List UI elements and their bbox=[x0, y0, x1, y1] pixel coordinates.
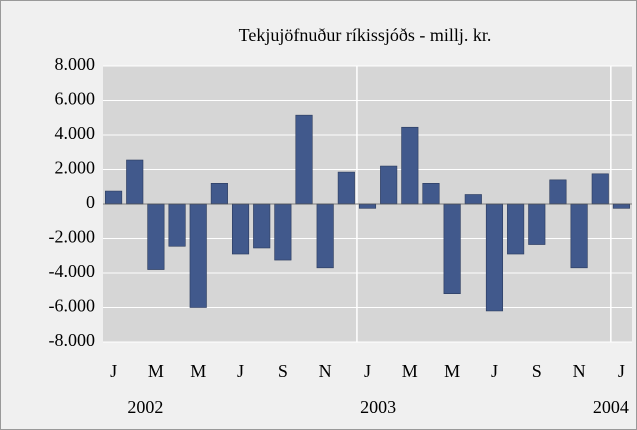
x-tick-label: M bbox=[402, 361, 418, 381]
x-tick-label: M bbox=[444, 361, 460, 381]
bar bbox=[358, 203, 377, 209]
year-label: 2003 bbox=[360, 397, 396, 417]
x-tick-label: M bbox=[148, 361, 164, 381]
x-tick-label: J bbox=[364, 361, 371, 381]
bar bbox=[549, 179, 567, 205]
year-label: 2004 bbox=[593, 397, 629, 417]
bar bbox=[612, 203, 630, 209]
chart-title: Tekjujöfnuður ríkissjóðs - millj. kr. bbox=[239, 25, 492, 45]
bar bbox=[147, 203, 165, 270]
bar bbox=[507, 203, 525, 255]
bar bbox=[485, 203, 504, 312]
y-tick-label: 4.000 bbox=[55, 123, 96, 143]
bar bbox=[443, 203, 461, 294]
bar bbox=[401, 126, 419, 205]
bar bbox=[253, 203, 271, 249]
x-tick-label: S bbox=[278, 361, 288, 381]
y-tick-label: -4.000 bbox=[49, 261, 96, 281]
y-tick-label: -8.000 bbox=[49, 330, 96, 350]
year-label: 2002 bbox=[127, 397, 163, 417]
x-tick-label: J bbox=[618, 361, 625, 381]
y-tick-label: 2.000 bbox=[55, 158, 96, 178]
x-tick-label: J bbox=[237, 361, 244, 381]
y-tick-label: 0 bbox=[86, 192, 95, 212]
x-tick-label: N bbox=[573, 361, 586, 381]
x-tick-label: M bbox=[190, 361, 206, 381]
bar bbox=[464, 194, 482, 205]
x-tick-label: S bbox=[532, 361, 542, 381]
y-tick-label: -6.000 bbox=[49, 296, 96, 316]
bar bbox=[126, 159, 144, 205]
bar bbox=[231, 203, 250, 255]
y-tick-label: 6.000 bbox=[55, 89, 96, 109]
bar bbox=[380, 165, 398, 205]
bar bbox=[528, 203, 546, 245]
y-tick-label: -2.000 bbox=[49, 227, 96, 247]
x-tick-label: J bbox=[110, 361, 117, 381]
bar bbox=[570, 203, 588, 269]
bar bbox=[274, 203, 292, 261]
bar bbox=[295, 114, 313, 205]
bar bbox=[189, 203, 207, 308]
bar bbox=[591, 173, 609, 205]
bar bbox=[337, 171, 355, 205]
bar bbox=[168, 203, 186, 247]
x-tick-label: N bbox=[319, 361, 332, 381]
y-tick-label: 8.000 bbox=[55, 54, 96, 74]
bar bbox=[422, 183, 440, 205]
bar bbox=[210, 183, 228, 205]
x-tick-label: J bbox=[491, 361, 498, 381]
bar bbox=[316, 203, 334, 269]
bar bbox=[105, 190, 123, 205]
